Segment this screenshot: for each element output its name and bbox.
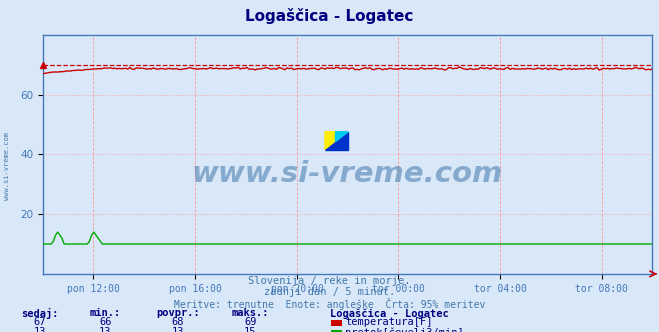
Polygon shape xyxy=(335,132,348,141)
Text: 68: 68 xyxy=(172,317,184,327)
Text: 13: 13 xyxy=(34,327,45,332)
Text: 69: 69 xyxy=(244,317,256,327)
Text: pretok[čevelj3/min]: pretok[čevelj3/min] xyxy=(345,327,464,332)
Text: Slovenija / reke in morje.: Slovenija / reke in morje. xyxy=(248,276,411,286)
Text: 15: 15 xyxy=(244,327,256,332)
Text: sedaj:: sedaj: xyxy=(21,308,58,319)
Text: Logaščica - Logatec: Logaščica - Logatec xyxy=(245,8,414,24)
Text: Meritve: trenutne  Enote: angleške  Črta: 95% meritev: Meritve: trenutne Enote: angleške Črta: … xyxy=(174,298,485,310)
Text: Logaščica - Logatec: Logaščica - Logatec xyxy=(330,308,448,319)
Text: www.si-vreme.com: www.si-vreme.com xyxy=(3,132,10,200)
Text: maks.:: maks.: xyxy=(232,308,269,318)
Text: min.:: min.: xyxy=(90,308,121,318)
Text: 67: 67 xyxy=(34,317,45,327)
Text: temperatura[F]: temperatura[F] xyxy=(345,317,433,327)
Text: 13: 13 xyxy=(172,327,184,332)
Text: www.si-vreme.com: www.si-vreme.com xyxy=(192,159,503,188)
Text: 66: 66 xyxy=(100,317,111,327)
Text: zadnji dan / 5 minut.: zadnji dan / 5 minut. xyxy=(264,287,395,297)
Polygon shape xyxy=(325,132,348,150)
Text: povpr.:: povpr.: xyxy=(156,308,200,318)
Polygon shape xyxy=(325,132,348,150)
Text: 13: 13 xyxy=(100,327,111,332)
